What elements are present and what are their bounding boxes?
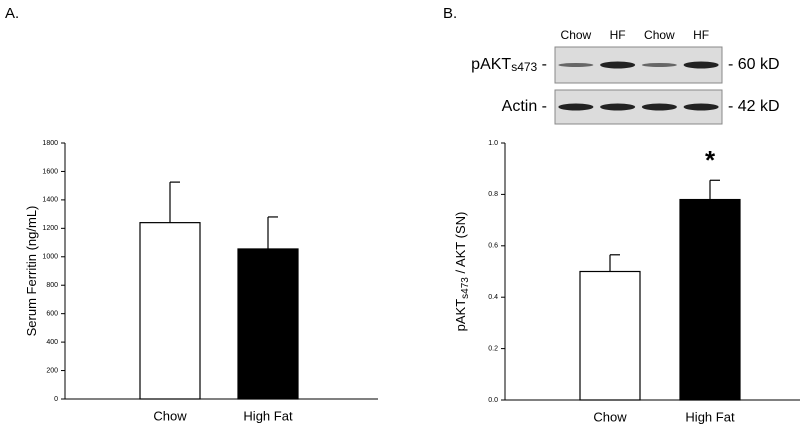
blot-band <box>683 61 719 69</box>
y-tick-label: 1.0 <box>488 140 498 147</box>
y-tick-label: 1200 <box>42 225 58 232</box>
blot-band <box>641 63 677 67</box>
y-tick-label: 600 <box>46 311 58 318</box>
lane-label: HF <box>610 28 626 42</box>
blot-band <box>641 103 677 111</box>
blot-band <box>600 103 636 111</box>
y-tick-label: 1400 <box>42 197 58 204</box>
y-tick-label: 200 <box>46 367 58 374</box>
panel-label: B. <box>443 5 457 22</box>
x-tick-label: High Fat <box>685 409 735 424</box>
bar <box>579 270 641 401</box>
bar <box>237 248 299 400</box>
band-marker: - 42 kD <box>728 98 780 115</box>
y-tick-label: 1600 <box>42 168 58 175</box>
y-tick-label: 400 <box>46 339 58 346</box>
panel-label: A. <box>5 5 19 22</box>
y-tick-label: 0.0 <box>488 397 498 404</box>
blot-band <box>558 63 594 67</box>
blot-band <box>558 103 594 111</box>
x-tick-label: Chow <box>593 409 627 424</box>
y-axis-label-part: pAKT <box>453 299 468 332</box>
blot-band <box>683 103 719 111</box>
significance-mark: * <box>705 145 716 175</box>
band-label: pAKTs473 - <box>471 56 547 74</box>
band-protein: pAKT <box>471 56 511 73</box>
y-tick-label: 800 <box>46 282 58 289</box>
y-tick-label: 0.4 <box>488 294 498 301</box>
y-axis-label-part: s473 <box>460 277 471 299</box>
y-tick-label: 1000 <box>42 254 58 261</box>
lane-label: HF <box>693 28 709 42</box>
bar <box>139 222 201 400</box>
y-tick-label: 0.8 <box>488 191 498 198</box>
y-axis-label-part: / AKT (SN) <box>453 212 468 278</box>
y-tick-label: 0.2 <box>488 345 498 352</box>
y-tick-label: 0.6 <box>488 243 498 250</box>
band-label: Actin - <box>502 98 547 115</box>
lane-label: Chow <box>644 28 675 42</box>
band-marker: - 60 kD <box>728 56 780 73</box>
y-tick-label: 1800 <box>42 140 58 147</box>
bar <box>679 198 741 401</box>
y-axis-label-part: Serum Ferritin (ng/mL) <box>24 206 39 337</box>
y-axis-label: pAKTs473 / AKT (SN) <box>453 212 470 332</box>
x-tick-label: Chow <box>153 408 187 423</box>
band-subscript: s473 <box>511 60 537 74</box>
lane-label: Chow <box>561 28 592 42</box>
band-dash: - <box>537 56 547 73</box>
band-protein: Actin - <box>502 98 547 115</box>
y-tick-label: 0 <box>54 396 58 403</box>
y-axis-label: Serum Ferritin (ng/mL) <box>24 206 39 337</box>
x-tick-label: High Fat <box>243 408 293 423</box>
blot-band <box>600 61 636 69</box>
